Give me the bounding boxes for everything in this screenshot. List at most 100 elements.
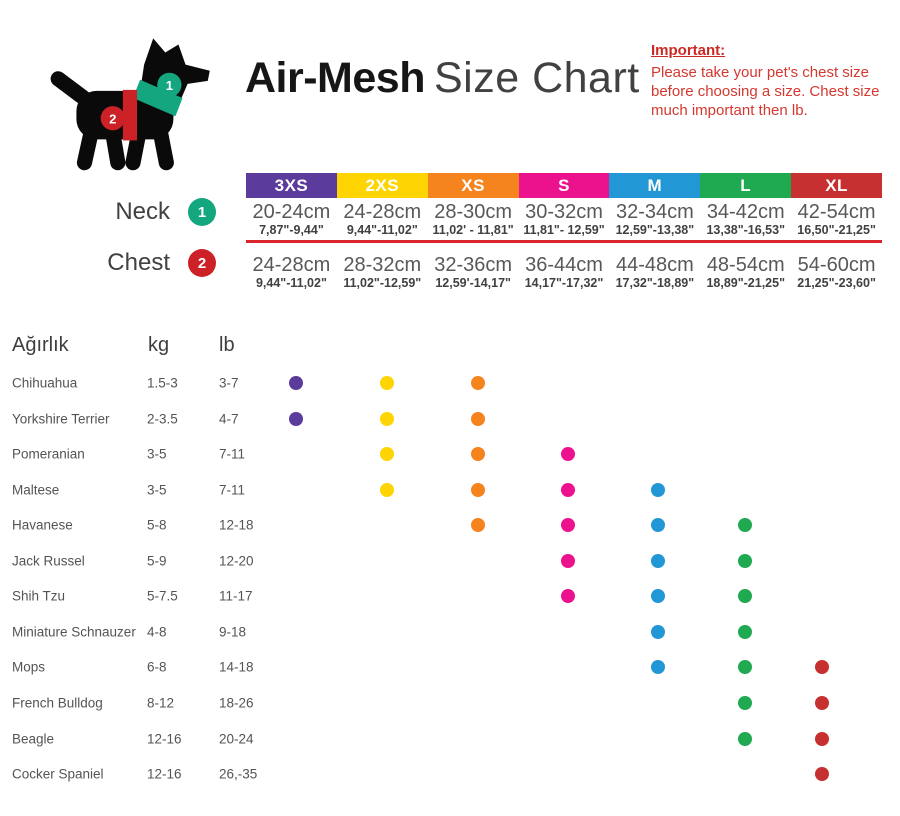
breed-lb-beagle: 20-24 xyxy=(219,731,254,746)
size-dot-2xs xyxy=(380,482,394,497)
neck-value-xl: 42-54cm 16,50"-21,25" xyxy=(791,201,882,237)
chest-value-xs: 32-36cm 12,59'-14,17" xyxy=(428,254,519,290)
divider-line xyxy=(246,240,882,243)
breed-lb-pomeranian: 7-11 xyxy=(219,446,246,462)
size-dot-l xyxy=(738,589,752,604)
breed-name-maltese: Maltese xyxy=(12,482,60,498)
neck-marker-1-number: 1 xyxy=(197,203,207,221)
size-header-2xs: 2XS xyxy=(336,173,428,198)
chest-value-s: 36-44cm 14,17"-17,32" xyxy=(519,254,610,290)
breed-row-miniature-schnauzer: Miniature Schnauzer 4-8 9-18 xyxy=(0,617,900,647)
neck-inch-s: 11,81"- 12,59" xyxy=(523,223,605,237)
size-dot-m xyxy=(651,518,665,533)
neck-cm-2xs: 24-28cm xyxy=(343,201,422,223)
chest-value-3xs: 24-28cm 9,44"-11,02" xyxy=(246,254,337,290)
size-dot-xl xyxy=(815,731,829,746)
size-dot-xl xyxy=(815,767,829,782)
chest-inch-m: 17,32"-18,89" xyxy=(615,276,695,290)
chest-values-row: 24-28cm 9,44"-11,02" 28-32cm 11,02"-12,59" 3… xyxy=(246,254,882,290)
size-dot-l xyxy=(738,624,752,639)
weight-column-header: Ağırlık xyxy=(12,334,69,356)
neck-cm-xl: 42-54cm xyxy=(797,201,876,223)
size-dot-3xs xyxy=(289,376,303,390)
size-dot-m xyxy=(651,660,665,675)
neck-cm-xs: 28-30cm xyxy=(434,201,513,223)
breed-kg-havanese: 5-8 xyxy=(147,517,167,533)
size-dot-s xyxy=(561,482,575,497)
size-dot-xl xyxy=(815,660,829,675)
title-product-name: Air-Mesh xyxy=(245,54,425,102)
chest-value-xl: 54-60cm 21,25"-23,60" xyxy=(791,254,882,290)
neck-inch-xs: 11,02' - 11,81" xyxy=(432,223,514,237)
breed-row-jack-russel: Jack Russel 5-9 12-20 xyxy=(0,546,900,576)
size-dot-m xyxy=(651,624,665,639)
size-dot-m xyxy=(651,589,665,604)
breed-kg-shih-tzu: 5-7.5 xyxy=(147,588,178,604)
neck-cm-l: 34-42cm xyxy=(706,201,785,223)
dog-leg xyxy=(150,113,174,171)
breed-name-beagle: Beagle xyxy=(12,731,55,746)
breed-lb-havanese: 12-18 xyxy=(219,517,254,533)
breed-row-cocker-spaniel: Cocker Spaniel 12-16 26,-35 xyxy=(0,759,900,789)
breed-name-pomeranian: Pomeranian xyxy=(12,446,85,462)
chest-cm-2xs: 28-32cm xyxy=(343,254,422,276)
chest-band xyxy=(122,89,138,141)
size-dot-xs xyxy=(471,376,485,390)
important-body: Please take your pet's chest size before… xyxy=(651,64,880,119)
breed-name-jack-russel: Jack Russel xyxy=(12,553,85,569)
neck-cm-s: 30-32cm xyxy=(525,201,603,223)
breed-kg-french-bulldog: 8-12 xyxy=(147,695,175,711)
chest-inch-xs: 12,59'-14,17" xyxy=(435,276,511,290)
important-heading: Important: xyxy=(651,42,726,59)
breed-name-cocker-spaniel: Cocker Spaniel xyxy=(12,766,104,782)
size-dot-s xyxy=(561,553,575,568)
neck-marker-1: 1 xyxy=(188,198,216,226)
breed-kg-pomeranian: 3-5 xyxy=(147,446,167,462)
breed-kg-beagle: 12-16 xyxy=(147,731,182,746)
breed-kg-chihuahua: 1.5-3 xyxy=(147,375,178,391)
breed-kg-maltese: 3-5 xyxy=(147,482,167,498)
breed-lb-maltese: 7-11 xyxy=(219,482,246,498)
size-header-row: 3XS 2XS XS S M L XL xyxy=(246,173,883,198)
size-dot-3xs xyxy=(289,411,303,426)
neck-value-m: 32-34cm 12,59"-13,38" xyxy=(609,201,700,237)
chest-cm-m: 44-48cm xyxy=(615,254,694,276)
lb-column-header: lb xyxy=(219,334,235,356)
size-dot-xs xyxy=(471,518,485,533)
neck-cm-m: 32-34cm xyxy=(615,201,694,223)
breed-kg-miniature-schnauzer: 4-8 xyxy=(147,624,167,640)
breed-lb-french-bulldog: 18-26 xyxy=(219,695,254,711)
neck-value-l: 34-42cm 13,38"-16,53" xyxy=(700,201,791,237)
breed-table-header: Ağırlık kg lb xyxy=(0,334,900,358)
kg-column-header: kg xyxy=(148,334,170,356)
neck-inch-xl: 16,50"-21,25" xyxy=(797,223,876,237)
chest-inch-xl: 21,25"-23,60" xyxy=(797,276,876,290)
breed-name-shih-tzu: Shih Tzu xyxy=(12,588,66,604)
chest-value-2xs: 28-32cm 11,02"-12,59" xyxy=(337,254,428,290)
breed-lb-shih-tzu: 11-17 xyxy=(219,588,253,604)
size-dot-l xyxy=(738,731,752,746)
chest-cm-l: 48-54cm xyxy=(706,254,785,276)
neck-inch-2xs: 9,44"-11,02" xyxy=(346,223,418,237)
breed-name-french-bulldog: French Bulldog xyxy=(12,695,103,711)
chest-inch-2xs: 11,02"-12,59" xyxy=(343,276,422,290)
size-dot-xl xyxy=(815,695,829,710)
chest-cm-xl: 54-60cm xyxy=(797,254,876,276)
breed-row-chihuahua: Chihuahua 1.5-3 3-7 xyxy=(0,368,900,398)
size-dot-s xyxy=(561,589,575,604)
neck-values-row: 20-24cm 7,87"-9,44" 24-28cm 9,44"-11,02" 28-… xyxy=(246,201,882,237)
neck-label: Neck xyxy=(115,198,170,225)
size-table: 3XS 2XS XS S M L XL 20-24cm 7,87"-9,44" 24-28cm 9… xyxy=(246,173,883,297)
neck-value-3xs: 20-24cm 7,87"-9,44" xyxy=(246,201,337,237)
title-suffix: Size Chart xyxy=(433,54,640,102)
chest-value-m: 44-48cm 17,32"-18,89" xyxy=(609,254,700,290)
neck-cm-3xs: 20-24cm xyxy=(252,201,331,223)
chest-marker-2-number: 2 xyxy=(197,254,207,272)
size-dot-l xyxy=(738,518,752,533)
chest-label: Chest xyxy=(107,249,170,276)
breed-lb-yorkshire-terrier: 4-7 xyxy=(219,411,239,427)
dog-harness-illustration: 1 2 xyxy=(50,38,210,171)
breed-row-shih-tzu: Shih Tzu 5-7.5 11-17 xyxy=(0,581,900,611)
